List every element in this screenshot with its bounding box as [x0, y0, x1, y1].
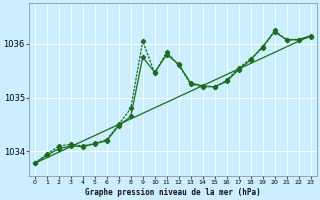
X-axis label: Graphe pression niveau de la mer (hPa): Graphe pression niveau de la mer (hPa): [85, 188, 260, 197]
